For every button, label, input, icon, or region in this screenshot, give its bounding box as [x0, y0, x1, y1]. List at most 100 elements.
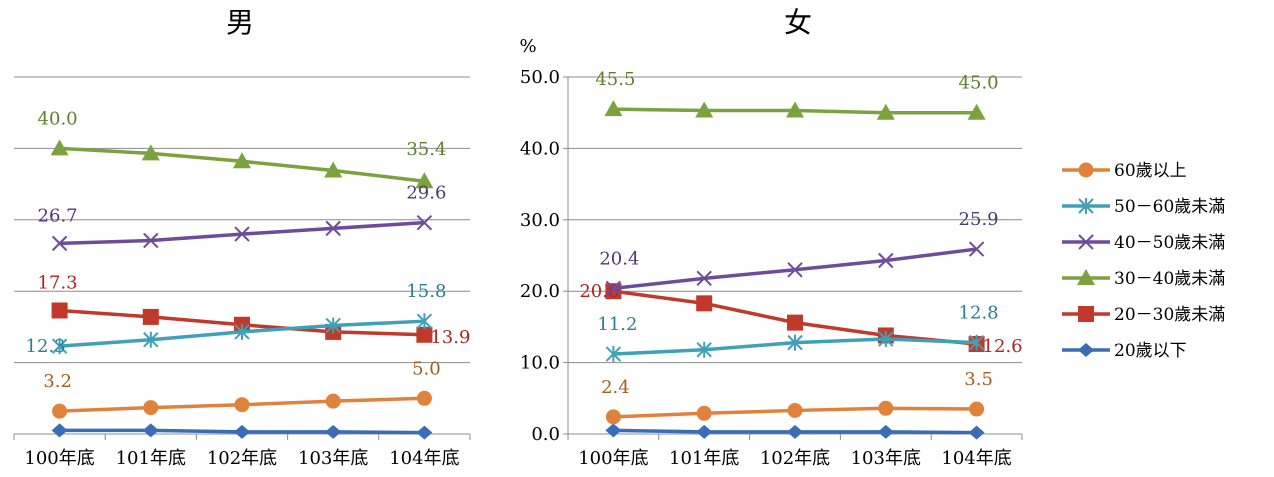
legend-marker [1078, 198, 1094, 214]
data-label: 35.4 [406, 139, 446, 160]
data-point [696, 270, 712, 287]
x-tick-label: 103年底 [298, 448, 368, 469]
data-label: 12.3 [26, 336, 66, 357]
x-tick-label: 104年底 [389, 448, 459, 469]
data-label: 20.0 [579, 281, 619, 302]
data-point [234, 424, 250, 439]
data-point [325, 424, 342, 439]
data-point [325, 220, 341, 237]
data-label: 17.3 [38, 272, 78, 293]
data-label: 11.2 [597, 314, 637, 335]
data-point [234, 323, 250, 340]
data-point [234, 397, 250, 413]
y-axis-unit: % [519, 36, 536, 57]
series-age-30-40: 45.5 45.0 [595, 69, 999, 120]
legend-label: 30－40歲未滿 [1114, 269, 1225, 289]
series-age-40-50: 20.4 25.9 [599, 209, 999, 297]
data-label: 12.8 [959, 303, 999, 324]
data-point [142, 423, 159, 438]
data-point [141, 144, 160, 161]
data-point [696, 341, 712, 358]
data-label: 26.7 [38, 205, 78, 226]
x-tick-label: 101年底 [116, 448, 186, 469]
data-point [234, 226, 250, 242]
x-tick-label: 104年底 [941, 448, 1011, 469]
data-point [142, 308, 159, 325]
data-point [967, 103, 986, 120]
data-point [415, 172, 434, 189]
legend-marker [1077, 269, 1095, 285]
chart-female: 女 0.0 10.0 20.0 30.0 40.0 50.0% 100年底 101年底 102年底… [519, 6, 1022, 469]
series-age-30-40: 40.0 35.4 [38, 108, 446, 189]
data-point [52, 403, 68, 419]
data-point [786, 101, 804, 118]
data-point [51, 302, 68, 319]
data-label: 15.8 [406, 281, 446, 302]
series-age-40-50: 26.7 29.6 [38, 183, 446, 252]
y-tick-label: 20.0 [520, 281, 560, 302]
data-point [416, 313, 433, 330]
legend-marker [1078, 343, 1094, 357]
series-age-60-plus: 2.4 3.5 [601, 369, 993, 425]
legend-label: 20－30歲未滿 [1114, 305, 1225, 325]
data-point [143, 232, 159, 249]
data-label: 40.0 [38, 108, 78, 129]
data-point [605, 346, 622, 363]
series-age-20-30: 20.0 12.6 [579, 281, 1022, 357]
data-point [143, 400, 159, 416]
data-label: 3.5 [964, 369, 993, 390]
data-point [877, 424, 894, 439]
data-point [51, 423, 68, 438]
data-point [143, 331, 159, 348]
data-label: 2.4 [601, 377, 630, 398]
data-point [325, 393, 341, 409]
data-label: 12.6 [983, 336, 1023, 357]
data-point [605, 409, 621, 425]
x-tick-label: 101年底 [669, 448, 739, 469]
data-point [878, 252, 894, 269]
data-point [324, 161, 343, 178]
legend-item-age-40-50: 40－50歲未滿 [1062, 233, 1225, 253]
chart-male: 男 100年底 101年底 102年底 103年底 104年底 17.3 13.9 40.0 35… [13, 6, 471, 469]
legend-marker [1078, 306, 1094, 322]
x-tick-label: 100年底 [578, 448, 648, 469]
data-point [50, 139, 69, 156]
data-label: 25.9 [959, 209, 999, 230]
data-point [787, 402, 803, 418]
data-point [605, 423, 622, 438]
data-point [878, 331, 894, 348]
data-point [696, 424, 713, 439]
data-label: 5.0 [412, 358, 441, 379]
data-point [51, 235, 68, 252]
legend-item-age-20-30: 20－30歲未滿 [1062, 305, 1225, 325]
data-point [604, 100, 623, 117]
x-tick-label: 102年底 [760, 448, 830, 469]
data-point [787, 314, 803, 331]
data-label: 3.2 [43, 371, 72, 392]
data-point [968, 241, 985, 257]
series-age-50-60: 11.2 12.8 [597, 303, 999, 363]
data-label: 29.6 [406, 183, 446, 204]
series-age-under-20 [605, 423, 985, 440]
data-point [968, 425, 985, 440]
data-point [416, 214, 433, 231]
data-point [233, 152, 251, 169]
legend-item-age-60-plus: 60歲以上 [1062, 161, 1187, 181]
x-tick-label: 102年底 [207, 448, 277, 469]
series-age-60-plus: 3.2 5.0 [43, 358, 441, 419]
data-point [696, 405, 712, 421]
y-tick-label: 40.0 [520, 138, 560, 159]
data-point [787, 334, 803, 351]
series-age-50-60: 12.3 15.8 [26, 281, 447, 357]
data-label: 13.9 [430, 327, 470, 348]
data-label: 20.4 [599, 248, 639, 269]
x-tick-label: 103年底 [851, 448, 921, 469]
legend-item-age-under-20: 20歲以下 [1062, 341, 1187, 361]
data-label: 45.0 [959, 73, 999, 94]
data-point [876, 103, 895, 120]
legend-label: 50－60歲未滿 [1114, 197, 1225, 217]
legend-label: 60歲以上 [1114, 161, 1187, 181]
legend-marker [1078, 234, 1094, 250]
x-tick-label: 100年底 [24, 448, 94, 469]
